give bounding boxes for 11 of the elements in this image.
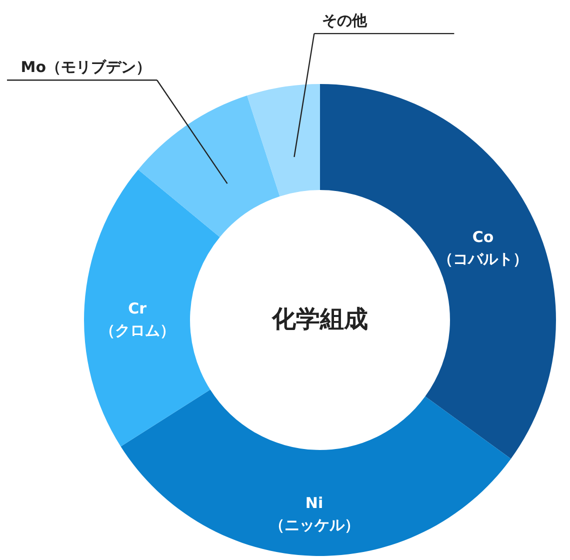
donut-slice [320,84,556,459]
slice-label: Ni （ニッケル） [269,494,360,534]
text: 化学組成 [271,305,368,333]
slice-label: Co （コバルト） [438,228,528,268]
slice-label: Mo（モリブデン） [20,58,151,76]
slice-label: Cr （クロム） [100,300,175,340]
donut-slice [247,84,320,196]
donut-slice [84,170,220,446]
donut-slice [138,96,280,238]
slice-label: その他 [322,12,368,30]
donut-slice [120,390,511,556]
